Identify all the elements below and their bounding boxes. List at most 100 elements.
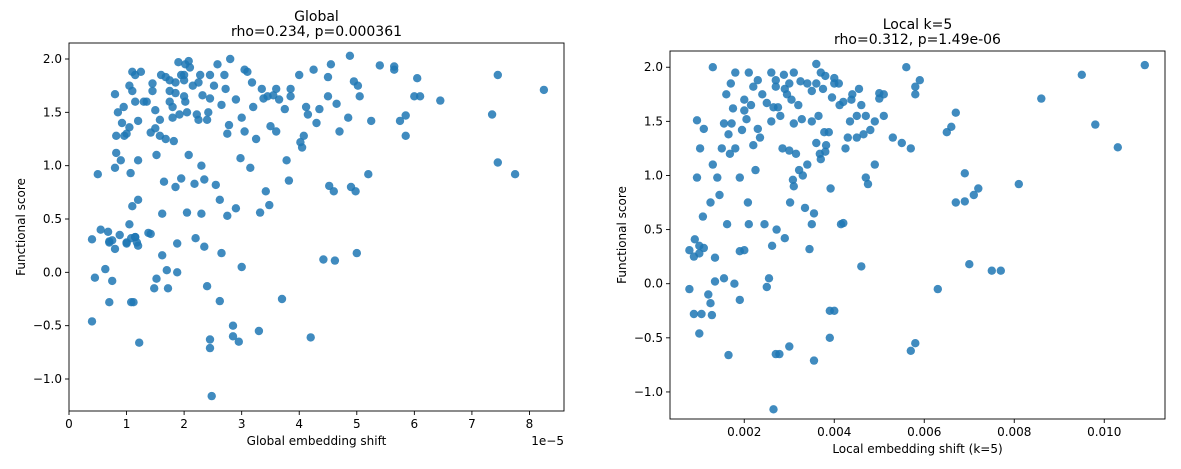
data-point [237, 262, 246, 272]
data-point [760, 220, 769, 229]
data-point [785, 198, 795, 207]
data-point [697, 309, 706, 319]
data-point [911, 90, 920, 99]
data-point [751, 165, 760, 175]
x-tick-label: 0.008 [997, 425, 1031, 439]
data-point [755, 133, 765, 142]
data-point [119, 102, 128, 112]
data-point [742, 115, 751, 124]
data-point [762, 282, 771, 292]
data-point [309, 65, 318, 74]
data-point [706, 299, 715, 308]
y-tick-label: 0.0 [644, 277, 663, 291]
data-point [695, 144, 705, 153]
data-point [825, 333, 834, 342]
data-point [1014, 179, 1023, 189]
chart-2: 0.002 0.004 0.006 0.008 0.010 −1.0 −0.5 0.0 0.5 1… [615, 17, 1166, 456]
data-point [727, 119, 736, 128]
data-point [152, 150, 161, 160]
data-point [797, 115, 806, 124]
data-point [223, 129, 232, 138]
data-point [826, 184, 835, 193]
data-point [332, 99, 341, 109]
data-point [286, 84, 295, 94]
data-point [345, 51, 355, 60]
data-point [220, 70, 229, 80]
data-point [767, 117, 776, 126]
data-point [280, 104, 289, 114]
data-point [159, 177, 169, 186]
data-point [857, 100, 866, 110]
data-point [699, 124, 708, 134]
y-tick-label: 2.0 [644, 60, 663, 74]
data-point [852, 133, 861, 142]
data-point [249, 102, 258, 112]
data-point [803, 79, 812, 88]
data-point [758, 90, 767, 99]
x-axis-label: Local embedding shift (k=5) [832, 442, 1002, 456]
data-point [184, 56, 193, 66]
data-point [906, 144, 915, 153]
data-point [312, 118, 321, 128]
data-point [857, 262, 866, 271]
data-point [173, 239, 182, 248]
data-point [911, 339, 920, 348]
data-point [870, 160, 879, 169]
data-point [240, 127, 249, 136]
data-point [182, 108, 192, 117]
y-tick-label: 1.5 [43, 105, 62, 119]
data-point [101, 264, 110, 274]
data-point [200, 175, 209, 184]
data-point [223, 211, 232, 220]
x-tick-label: 0 [65, 417, 73, 431]
data-point [171, 88, 180, 98]
data-point [87, 235, 97, 244]
data-point [706, 198, 715, 207]
data-point [395, 116, 405, 126]
data-point [785, 146, 794, 155]
data-point [266, 122, 275, 131]
data-point [719, 274, 729, 283]
chart-1: 0 1 2 3 4 5 6 7 8 −1.0 −0.5 0.0 0.5 1.0 1.5 2.0 Globalrh… [14, 9, 565, 448]
data-point [863, 179, 873, 189]
data-point [821, 147, 830, 156]
data-point [355, 92, 364, 101]
data-point [133, 156, 143, 165]
data-point [205, 70, 215, 80]
data-point [277, 294, 287, 304]
data-point [775, 349, 784, 359]
data-point [539, 85, 549, 95]
data-points [685, 59, 1150, 414]
y-tick-label: 0.5 [644, 223, 663, 237]
x-tick-label: 5 [353, 417, 361, 431]
data-point [902, 62, 911, 72]
data-point [234, 337, 243, 346]
data-point [197, 209, 206, 218]
y-tick-label: −1.0 [634, 385, 663, 399]
data-point [133, 195, 143, 204]
data-point [367, 116, 376, 126]
data-point [168, 113, 177, 122]
data-point [749, 82, 758, 91]
data-point [779, 70, 789, 80]
data-point [168, 102, 177, 112]
data-point [231, 95, 241, 104]
data-point [690, 235, 699, 244]
data-point [255, 208, 265, 217]
data-point [821, 71, 830, 81]
data-point [906, 346, 915, 355]
data-point [181, 97, 190, 106]
data-point [812, 79, 821, 88]
data-point [110, 163, 120, 172]
data-point [202, 282, 212, 291]
data-point [306, 333, 315, 342]
data-point [169, 136, 178, 146]
data-point [261, 187, 270, 196]
data-point [740, 95, 749, 104]
data-point [299, 131, 308, 140]
data-point [695, 329, 704, 338]
data-point [179, 76, 189, 85]
data-point [173, 268, 182, 277]
data-point [744, 220, 753, 229]
y-axis-label: Functional score [615, 186, 629, 284]
